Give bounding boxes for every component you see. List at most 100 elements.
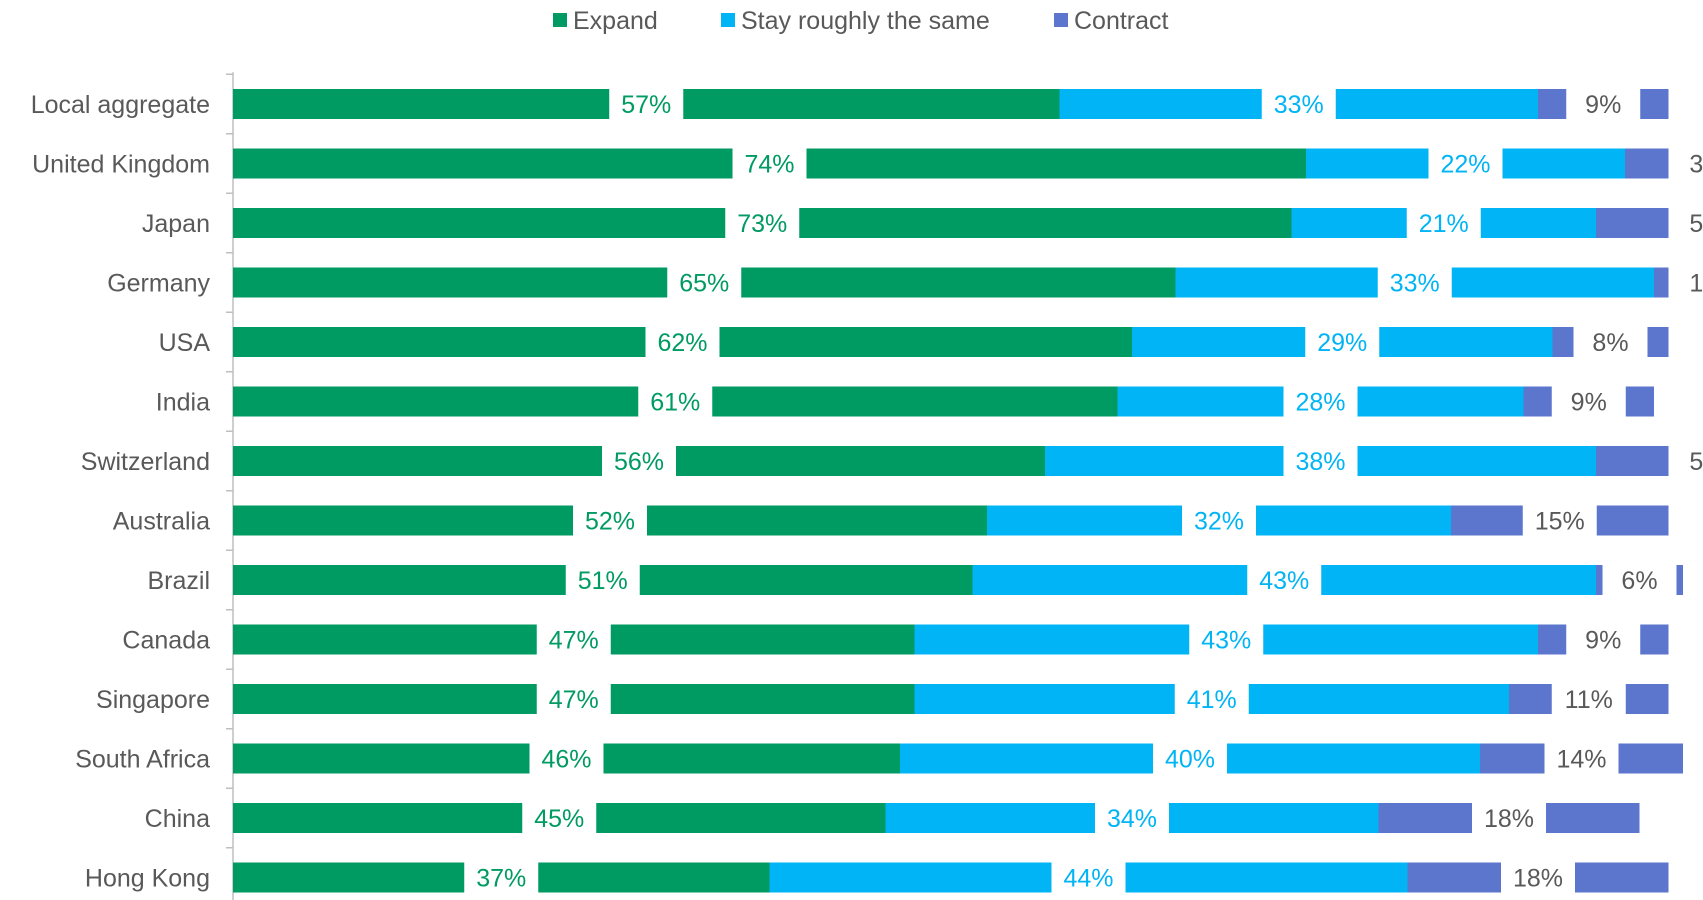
bar-row-south-africa: South Africa 46% 40% 14% bbox=[75, 742, 1683, 775]
category-label-australia: Australia bbox=[113, 508, 210, 536]
label-gap bbox=[638, 385, 713, 418]
legend-swatch-stay-roughly-the-same bbox=[721, 13, 735, 27]
data-label-expand-hong-kong: 37% bbox=[476, 865, 526, 893]
category-label-switzerland: Switzerland bbox=[81, 448, 210, 476]
data-label-stay-roughly-the-same-india: 28% bbox=[1295, 389, 1345, 417]
category-label-singapore: Singapore bbox=[96, 686, 210, 714]
bar-contract-japan bbox=[1596, 208, 1669, 238]
label-gap bbox=[1551, 385, 1626, 418]
data-label-contract-south-africa: 14% bbox=[1556, 746, 1606, 774]
data-label-expand-australia: 52% bbox=[585, 508, 635, 536]
data-label-expand-canada: 47% bbox=[549, 627, 599, 655]
bar-row-india: India 61% 28% 9% bbox=[156, 385, 1654, 418]
legend-swatch-contract bbox=[1054, 13, 1068, 27]
label-gap bbox=[1428, 147, 1503, 180]
label-gap bbox=[1501, 861, 1575, 894]
bar-row-germany: Germany 65% 33% 1% bbox=[107, 266, 1703, 299]
label-gap bbox=[536, 683, 611, 715]
category-label-india: India bbox=[156, 389, 210, 417]
data-label-contract-australia: 15% bbox=[1535, 508, 1585, 536]
label-gap bbox=[1551, 683, 1626, 715]
label-gap bbox=[645, 326, 720, 358]
category-label-hong-kong: Hong Kong bbox=[85, 865, 210, 893]
label-gap bbox=[522, 802, 597, 834]
label-gap bbox=[1472, 802, 1546, 834]
label-gap bbox=[565, 564, 640, 596]
category-label-china: China bbox=[145, 805, 210, 833]
label-gap bbox=[1261, 88, 1336, 120]
legend-label-stay-roughly-the-same: Stay roughly the same bbox=[741, 7, 990, 35]
bar-contract-united-kingdom bbox=[1625, 148, 1669, 179]
label-gap bbox=[1247, 564, 1322, 596]
bar-row-australia: Australia 52% 32% 15% bbox=[113, 504, 1669, 537]
data-label-expand-germany: 65% bbox=[679, 270, 729, 298]
category-label-local-aggregate: Local aggregate bbox=[31, 91, 210, 119]
label-gap bbox=[1566, 623, 1641, 656]
bar-row-brazil: Brazil 51% 43% 6% bbox=[147, 564, 1683, 596]
label-gap bbox=[1153, 742, 1227, 775]
label-gap bbox=[1670, 266, 1703, 299]
label-gap bbox=[1283, 445, 1358, 477]
label-gap bbox=[1602, 564, 1677, 596]
data-label-contract-brazil: 6% bbox=[1621, 567, 1657, 595]
data-label-expand-switzerland: 56% bbox=[614, 448, 664, 476]
label-gap bbox=[609, 88, 684, 120]
data-label-expand-india: 61% bbox=[650, 389, 700, 417]
label-gap bbox=[1377, 266, 1452, 299]
data-label-stay-roughly-the-same-japan: 21% bbox=[1419, 210, 1469, 238]
data-label-expand-brazil: 51% bbox=[578, 567, 628, 595]
data-label-contract-local-aggregate: 9% bbox=[1585, 91, 1621, 119]
data-label-contract-china: 18% bbox=[1484, 805, 1534, 833]
bar-rows: Local aggregate 57% 33% 9% United Kingdom 74%… bbox=[31, 88, 1703, 894]
label-gap bbox=[1095, 802, 1169, 834]
label-gap bbox=[725, 207, 800, 239]
data-label-stay-roughly-the-same-local-aggregate: 33% bbox=[1274, 91, 1324, 119]
data-label-stay-roughly-the-same-hong-kong: 44% bbox=[1063, 865, 1113, 893]
data-label-stay-roughly-the-same-australia: 32% bbox=[1194, 508, 1244, 536]
category-label-japan: Japan bbox=[142, 210, 210, 238]
label-gap bbox=[1566, 88, 1641, 120]
legend: Expand Stay roughly the same Contract bbox=[553, 7, 1169, 35]
data-label-stay-roughly-the-same-switzerland: 38% bbox=[1295, 448, 1345, 476]
label-gap bbox=[1174, 683, 1249, 715]
category-label-canada: Canada bbox=[122, 627, 210, 655]
bar-contract-germany bbox=[1654, 267, 1669, 298]
data-label-stay-roughly-the-same-south-africa: 40% bbox=[1165, 746, 1215, 774]
data-label-stay-roughly-the-same-china: 34% bbox=[1107, 805, 1157, 833]
data-label-stay-roughly-the-same-canada: 43% bbox=[1201, 627, 1251, 655]
data-label-contract-japan: 5% bbox=[1689, 210, 1703, 238]
bar-row-switzerland: Switzerland 56% 38% 5% bbox=[81, 445, 1703, 477]
data-label-contract-united-kingdom: 3% bbox=[1689, 151, 1703, 179]
category-axis-ticks bbox=[226, 73, 233, 849]
label-gap bbox=[1522, 504, 1597, 537]
label-gap bbox=[1189, 623, 1264, 656]
legend-label-expand: Expand bbox=[573, 7, 658, 35]
data-label-expand-south-africa: 46% bbox=[541, 746, 591, 774]
bar-row-canada: Canada 47% 43% 9% bbox=[122, 623, 1669, 656]
label-gap bbox=[732, 147, 807, 180]
data-label-stay-roughly-the-same-united-kingdom: 22% bbox=[1440, 151, 1490, 179]
label-gap bbox=[536, 623, 611, 656]
bar-row-united-kingdom: United Kingdom 74% 22% 3% bbox=[32, 147, 1703, 180]
legend-label-contract: Contract bbox=[1074, 7, 1169, 35]
data-label-contract-usa: 8% bbox=[1592, 329, 1628, 357]
label-gap bbox=[1670, 147, 1703, 180]
category-label-brazil: Brazil bbox=[147, 567, 210, 595]
bar-row-japan: Japan 73% 21% 5% bbox=[142, 207, 1703, 239]
data-label-expand-japan: 73% bbox=[737, 210, 787, 238]
data-label-stay-roughly-the-same-usa: 29% bbox=[1317, 329, 1367, 357]
label-gap bbox=[1182, 504, 1256, 537]
data-label-expand-local-aggregate: 57% bbox=[621, 91, 671, 119]
label-gap bbox=[602, 445, 676, 477]
data-label-stay-roughly-the-same-germany: 33% bbox=[1390, 270, 1440, 298]
label-gap bbox=[1670, 445, 1703, 477]
data-label-expand-united-kingdom: 74% bbox=[744, 151, 794, 179]
label-gap bbox=[529, 742, 604, 775]
data-label-contract-canada: 9% bbox=[1585, 627, 1621, 655]
data-label-stay-roughly-the-same-singapore: 41% bbox=[1187, 686, 1237, 714]
data-label-expand-singapore: 47% bbox=[549, 686, 599, 714]
label-gap bbox=[667, 266, 742, 299]
category-label-united-kingdom: United Kingdom bbox=[32, 151, 210, 179]
category-label-germany: Germany bbox=[107, 270, 210, 298]
